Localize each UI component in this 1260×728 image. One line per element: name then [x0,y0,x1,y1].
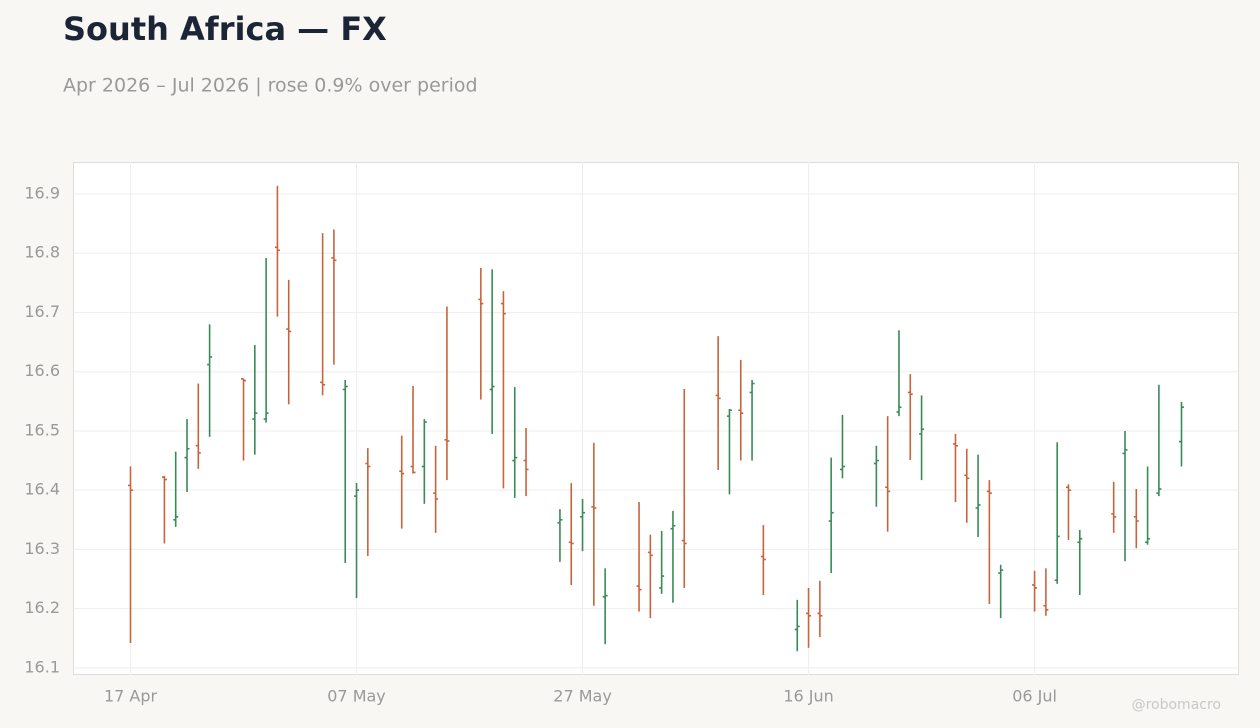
chart-title: South Africa — FX [63,10,387,48]
x-tick-label: 07 May [327,687,386,706]
x-tick-label: 06 Jul [1012,687,1057,706]
x-tick-label: 16 Jun [783,687,833,706]
y-tick-label: 16.5 [24,420,60,439]
chart-subtitle: Apr 2026 – Jul 2026 | rose 0.9% over per… [63,75,478,97]
y-tick-label: 16.7 [24,302,60,321]
y-tick-label: 16.8 [24,243,60,262]
watermark: @robomacro [1132,697,1221,713]
y-tick-label: 16.2 [24,598,60,617]
x-tick-label: 17 Apr [104,687,158,706]
y-tick-label: 16.3 [24,539,60,558]
y-tick-label: 16.6 [24,361,60,380]
y-tick-label: 16.4 [24,480,60,499]
x-tick-label: 27 May [553,687,612,706]
plot-area [73,162,1239,675]
y-tick-label: 16.1 [24,657,60,676]
y-tick-label: 16.9 [24,183,60,202]
